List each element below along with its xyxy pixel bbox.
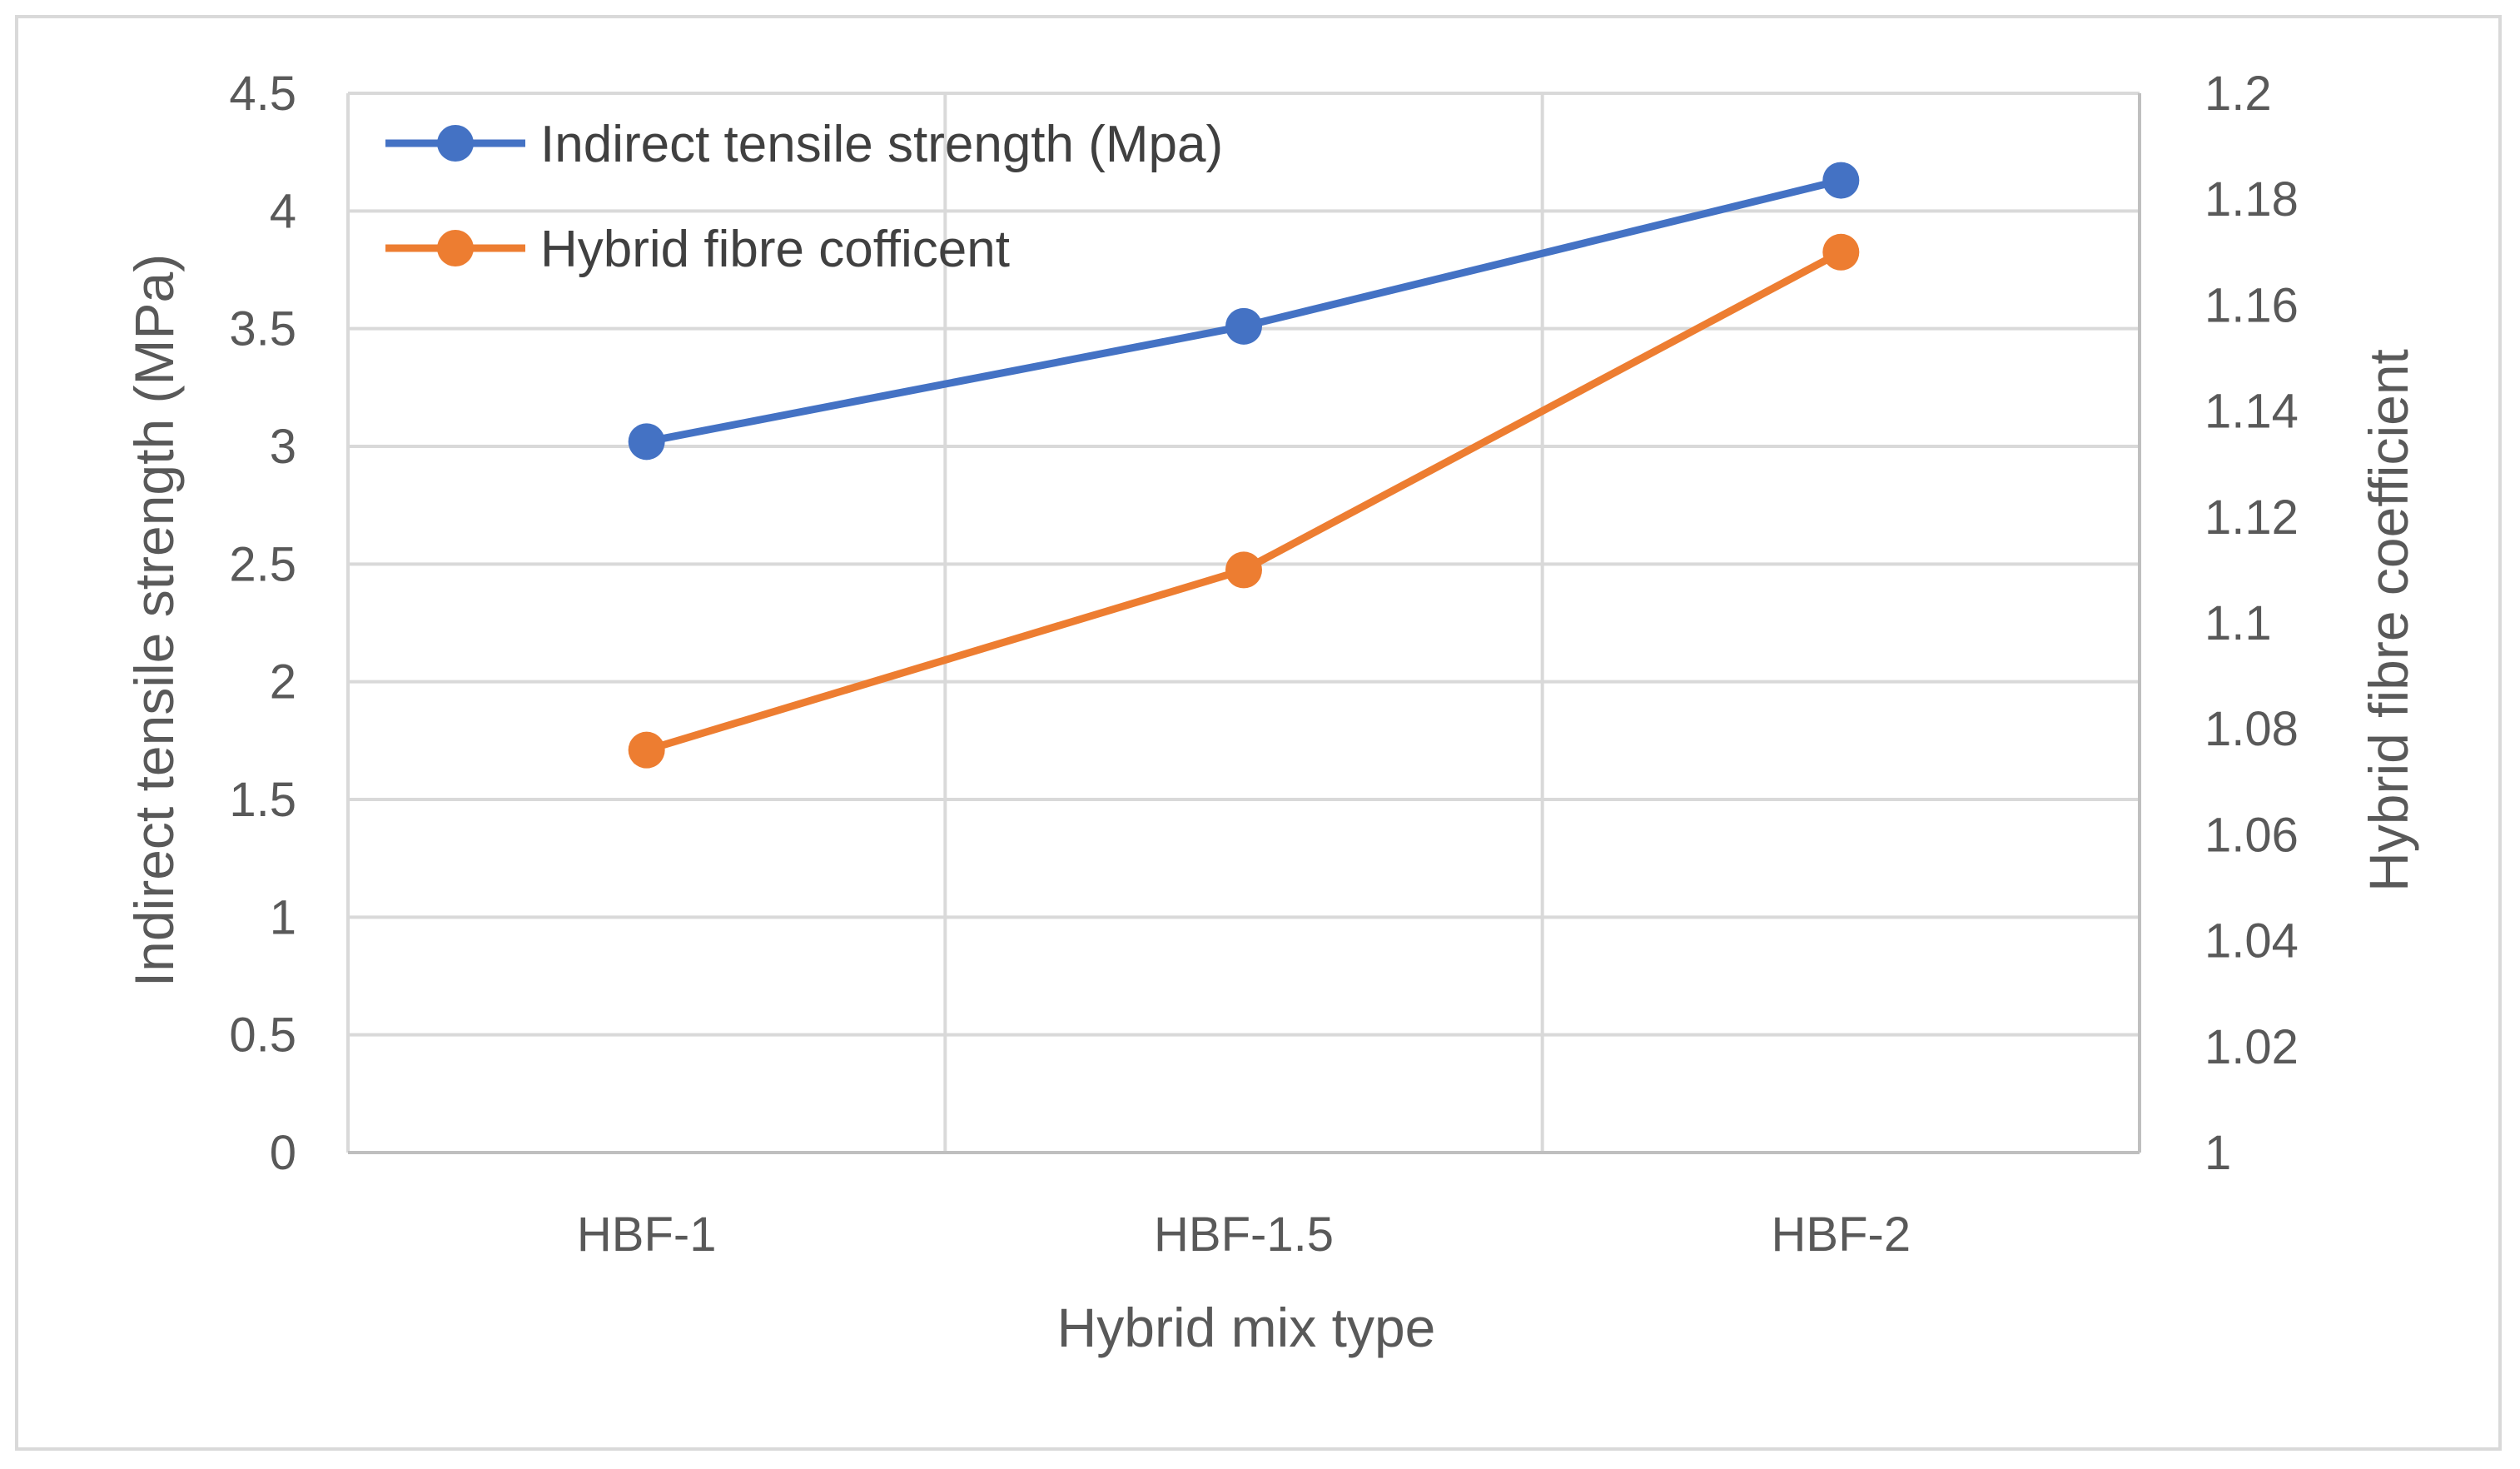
legend-label: Indirect tensile strength (Mpa): [540, 116, 1223, 173]
left-tick-label: 2: [270, 655, 296, 710]
left-tick-label: 2.5: [229, 537, 296, 591]
legend: Indirect tensile strength (Mpa) Hybrid fi…: [385, 116, 1223, 278]
axes: [346, 93, 2141, 1154]
right-tick-label: 1.06: [2204, 808, 2299, 862]
x-axis-title: Hybrid mix type: [1057, 1297, 1436, 1358]
x-tick-label: HBF-2: [1772, 1208, 1911, 1262]
right-tick-label: 1.1: [2204, 596, 2272, 650]
left-tick-label: 1: [270, 890, 296, 944]
chart-frame: [15, 15, 2502, 1451]
left-tick-label: 0: [270, 1126, 296, 1180]
right-tick-label: 1.08: [2204, 702, 2299, 756]
right-tick-label: 1.18: [2204, 172, 2299, 227]
left-tick-label: 4.5: [229, 67, 296, 121]
data-point: [1822, 162, 1860, 199]
legend-marker: [437, 230, 474, 266]
data-point: [628, 423, 665, 461]
right-axis-title: Hybrid fibre coefficient: [2358, 349, 2419, 892]
legend-marker: [437, 125, 474, 162]
right-tick-label: 1.2: [2204, 67, 2272, 121]
left-tick-label: 0.5: [229, 1008, 296, 1063]
data-point: [1225, 307, 1262, 345]
right-tick-label: 1.12: [2204, 490, 2299, 545]
data-point: [628, 731, 665, 769]
left-tick-label: 1.5: [229, 773, 296, 827]
right-axis-ticks: 1 1.02 1.04 1.06 1.08 1.1 1.12 1.14 1.16 1.18 1.2: [2204, 67, 2299, 1180]
series-layer: [628, 162, 1860, 769]
left-tick-label: 3: [270, 420, 296, 474]
right-tick-label: 1.04: [2204, 914, 2299, 969]
right-tick-label: 1.02: [2204, 1020, 2299, 1074]
legend-label: Hybrid fibre cofficent: [540, 221, 1010, 278]
left-tick-label: 3.5: [229, 302, 296, 356]
gridlines: [348, 92, 2140, 1153]
x-axis-ticks: HBF-1 HBF-1.5 HBF-2: [577, 1208, 1911, 1262]
data-point: [1822, 233, 1860, 271]
left-axis-title: Indirect tensile strength (MPa): [123, 254, 185, 987]
right-tick-label: 1.16: [2204, 278, 2299, 332]
right-tick-label: 1: [2204, 1126, 2231, 1180]
right-tick-label: 1.14: [2204, 385, 2299, 439]
data-point: [1225, 551, 1262, 589]
x-tick-label: HBF-1: [577, 1208, 717, 1262]
left-tick-label: 4: [270, 184, 296, 238]
x-tick-label: HBF-1.5: [1154, 1208, 1334, 1262]
left-axis-ticks: 0 0.5 1 1.5 2 2.5 3 3.5 4 4.5: [229, 67, 296, 1180]
